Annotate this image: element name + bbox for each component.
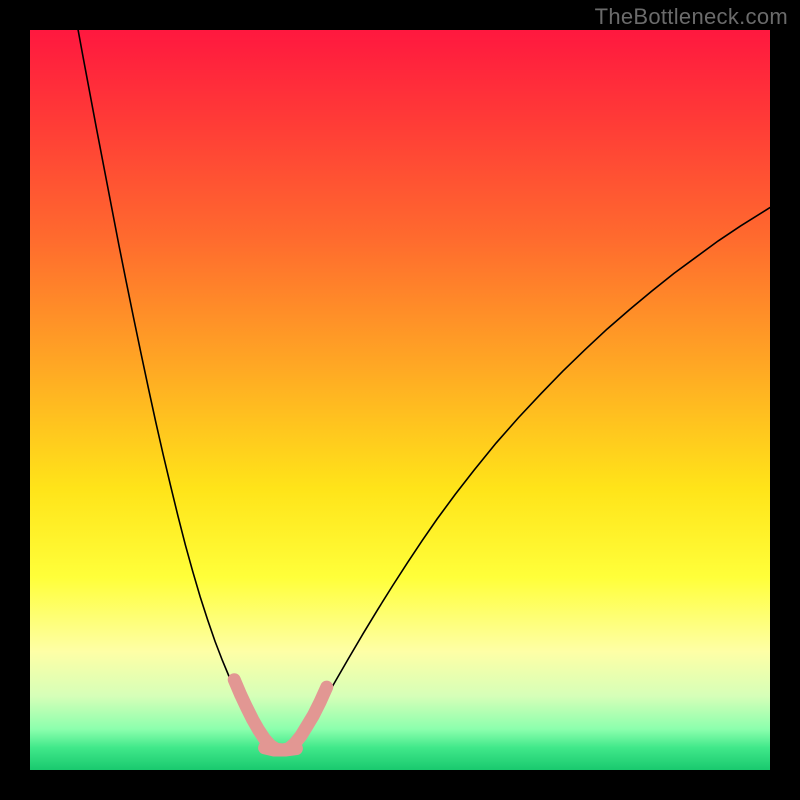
plot-area	[30, 30, 770, 770]
valley-overlay-1	[265, 748, 297, 750]
chart-frame: TheBottleneck.com	[0, 0, 800, 800]
plot-svg	[30, 30, 770, 770]
gradient-background	[30, 30, 770, 770]
watermark-text: TheBottleneck.com	[595, 4, 788, 30]
